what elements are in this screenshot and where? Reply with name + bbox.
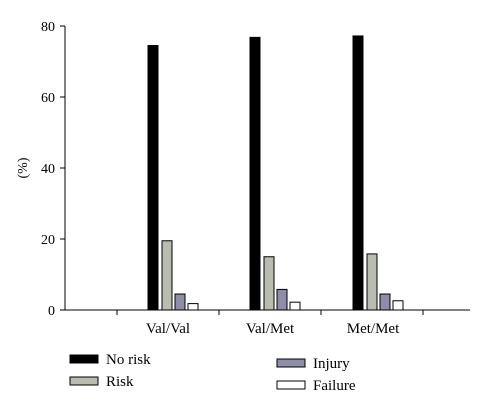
y-tick-label: 40 xyxy=(41,162,55,177)
bar-no-risk-val-met xyxy=(249,36,261,311)
y-axis-title: (%) xyxy=(16,157,31,178)
legend-label-failure: Failure xyxy=(313,378,356,394)
bar-no-risk-met-met xyxy=(352,35,364,311)
bar-risk-val-val xyxy=(161,240,173,311)
bar-risk-val-met xyxy=(263,256,275,311)
chart-bars xyxy=(147,35,404,311)
bar-failure-met-met xyxy=(392,300,404,311)
legend-swatch-no-risk xyxy=(69,354,99,364)
legend-label-risk: Risk xyxy=(106,374,134,390)
legend-swatch-risk xyxy=(69,376,99,386)
bar-injury-met-met xyxy=(379,293,391,311)
bar-failure-val-met xyxy=(289,301,301,311)
x-category-label: Val/Met xyxy=(246,321,295,337)
y-tick-label: 20 xyxy=(41,233,55,248)
bar-risk-met-met xyxy=(366,253,378,311)
legend-swatch-failure xyxy=(276,380,306,390)
x-category-label: Met/Met xyxy=(347,321,400,337)
bar-injury-val-met xyxy=(276,288,288,311)
bar-failure-val-val xyxy=(187,303,199,311)
legend-label-injury: Injury xyxy=(313,356,350,372)
y-tick-label: 80 xyxy=(41,20,55,35)
y-tick-label: 0 xyxy=(48,304,55,319)
chart-legend: No risk Risk Injury Failure xyxy=(69,352,356,394)
y-tick-label: 60 xyxy=(41,91,55,106)
chart-labels: 0 20 40 60 80 (%) Val/Val Val/Met Met/Met xyxy=(16,20,400,337)
legend-label-no-risk: No risk xyxy=(106,352,151,368)
bar-no-risk-val-val xyxy=(147,45,159,311)
bar-injury-val-val xyxy=(174,293,186,311)
x-category-label: Val/Val xyxy=(146,321,190,337)
legend-swatch-injury xyxy=(276,358,306,368)
